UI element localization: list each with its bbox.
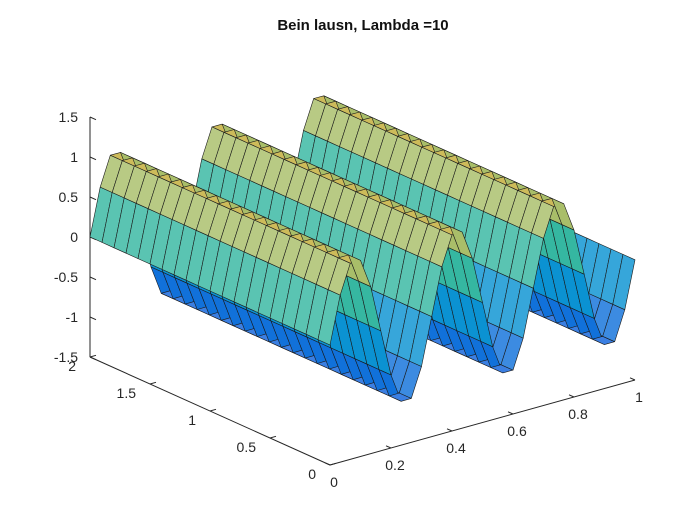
y-tick-mark xyxy=(149,381,157,385)
z-tick-mark xyxy=(89,196,97,201)
x-tick-mark xyxy=(629,377,636,381)
chart-title: Bein lausn, Lambda =10 xyxy=(277,17,448,34)
surface-plot xyxy=(89,95,636,402)
axes-front xyxy=(89,354,636,466)
y-tick-mark xyxy=(89,354,97,358)
z-tick-mark xyxy=(89,316,97,321)
z-tick-label: 1 xyxy=(70,149,78,165)
z-tick-label: 0 xyxy=(70,229,78,245)
x-tick-label: 0.8 xyxy=(568,406,588,422)
y-tick-label: 0 xyxy=(308,466,316,482)
surface-patch xyxy=(612,254,636,311)
z-tick-label: -0.5 xyxy=(54,269,78,285)
x-tick-mark xyxy=(385,445,392,449)
z-tick-mark xyxy=(89,116,97,121)
y-tick-label: 2 xyxy=(68,358,76,374)
x-tick-mark xyxy=(446,428,453,432)
x-axis-line xyxy=(329,379,636,466)
y-tick-mark xyxy=(209,408,217,412)
x-tick-label: 0.2 xyxy=(385,457,405,473)
x-tick-label: 0.6 xyxy=(507,423,527,439)
z-tick-label: 0.5 xyxy=(59,189,79,205)
z-tick-mark xyxy=(89,156,97,161)
z-tick-label: -1.5 xyxy=(54,349,78,365)
z-tick-label: -1 xyxy=(66,309,79,325)
x-tick-label: 0 xyxy=(330,474,338,490)
x-tick-label: 1 xyxy=(635,389,643,405)
y-tick-mark xyxy=(269,435,277,439)
x-tick-mark xyxy=(507,411,514,415)
y-tick-label: 0.5 xyxy=(237,439,257,455)
tick-labels: -1.5 -1 -0.5 0 0.5 1 1.5 0 0.2 0.4 0.6 0.8 1 0 0.5 1 1.5… xyxy=(54,109,643,490)
x-tick-mark xyxy=(324,462,331,466)
z-tick-label: 1.5 xyxy=(59,109,79,125)
x-tick-label: 0.4 xyxy=(446,440,466,456)
y-tick-label: 1 xyxy=(188,412,196,428)
y-tick-label: 1.5 xyxy=(117,385,137,401)
z-tick-mark xyxy=(89,276,97,281)
y-tick-mark xyxy=(329,462,337,466)
x-tick-mark xyxy=(568,394,575,398)
